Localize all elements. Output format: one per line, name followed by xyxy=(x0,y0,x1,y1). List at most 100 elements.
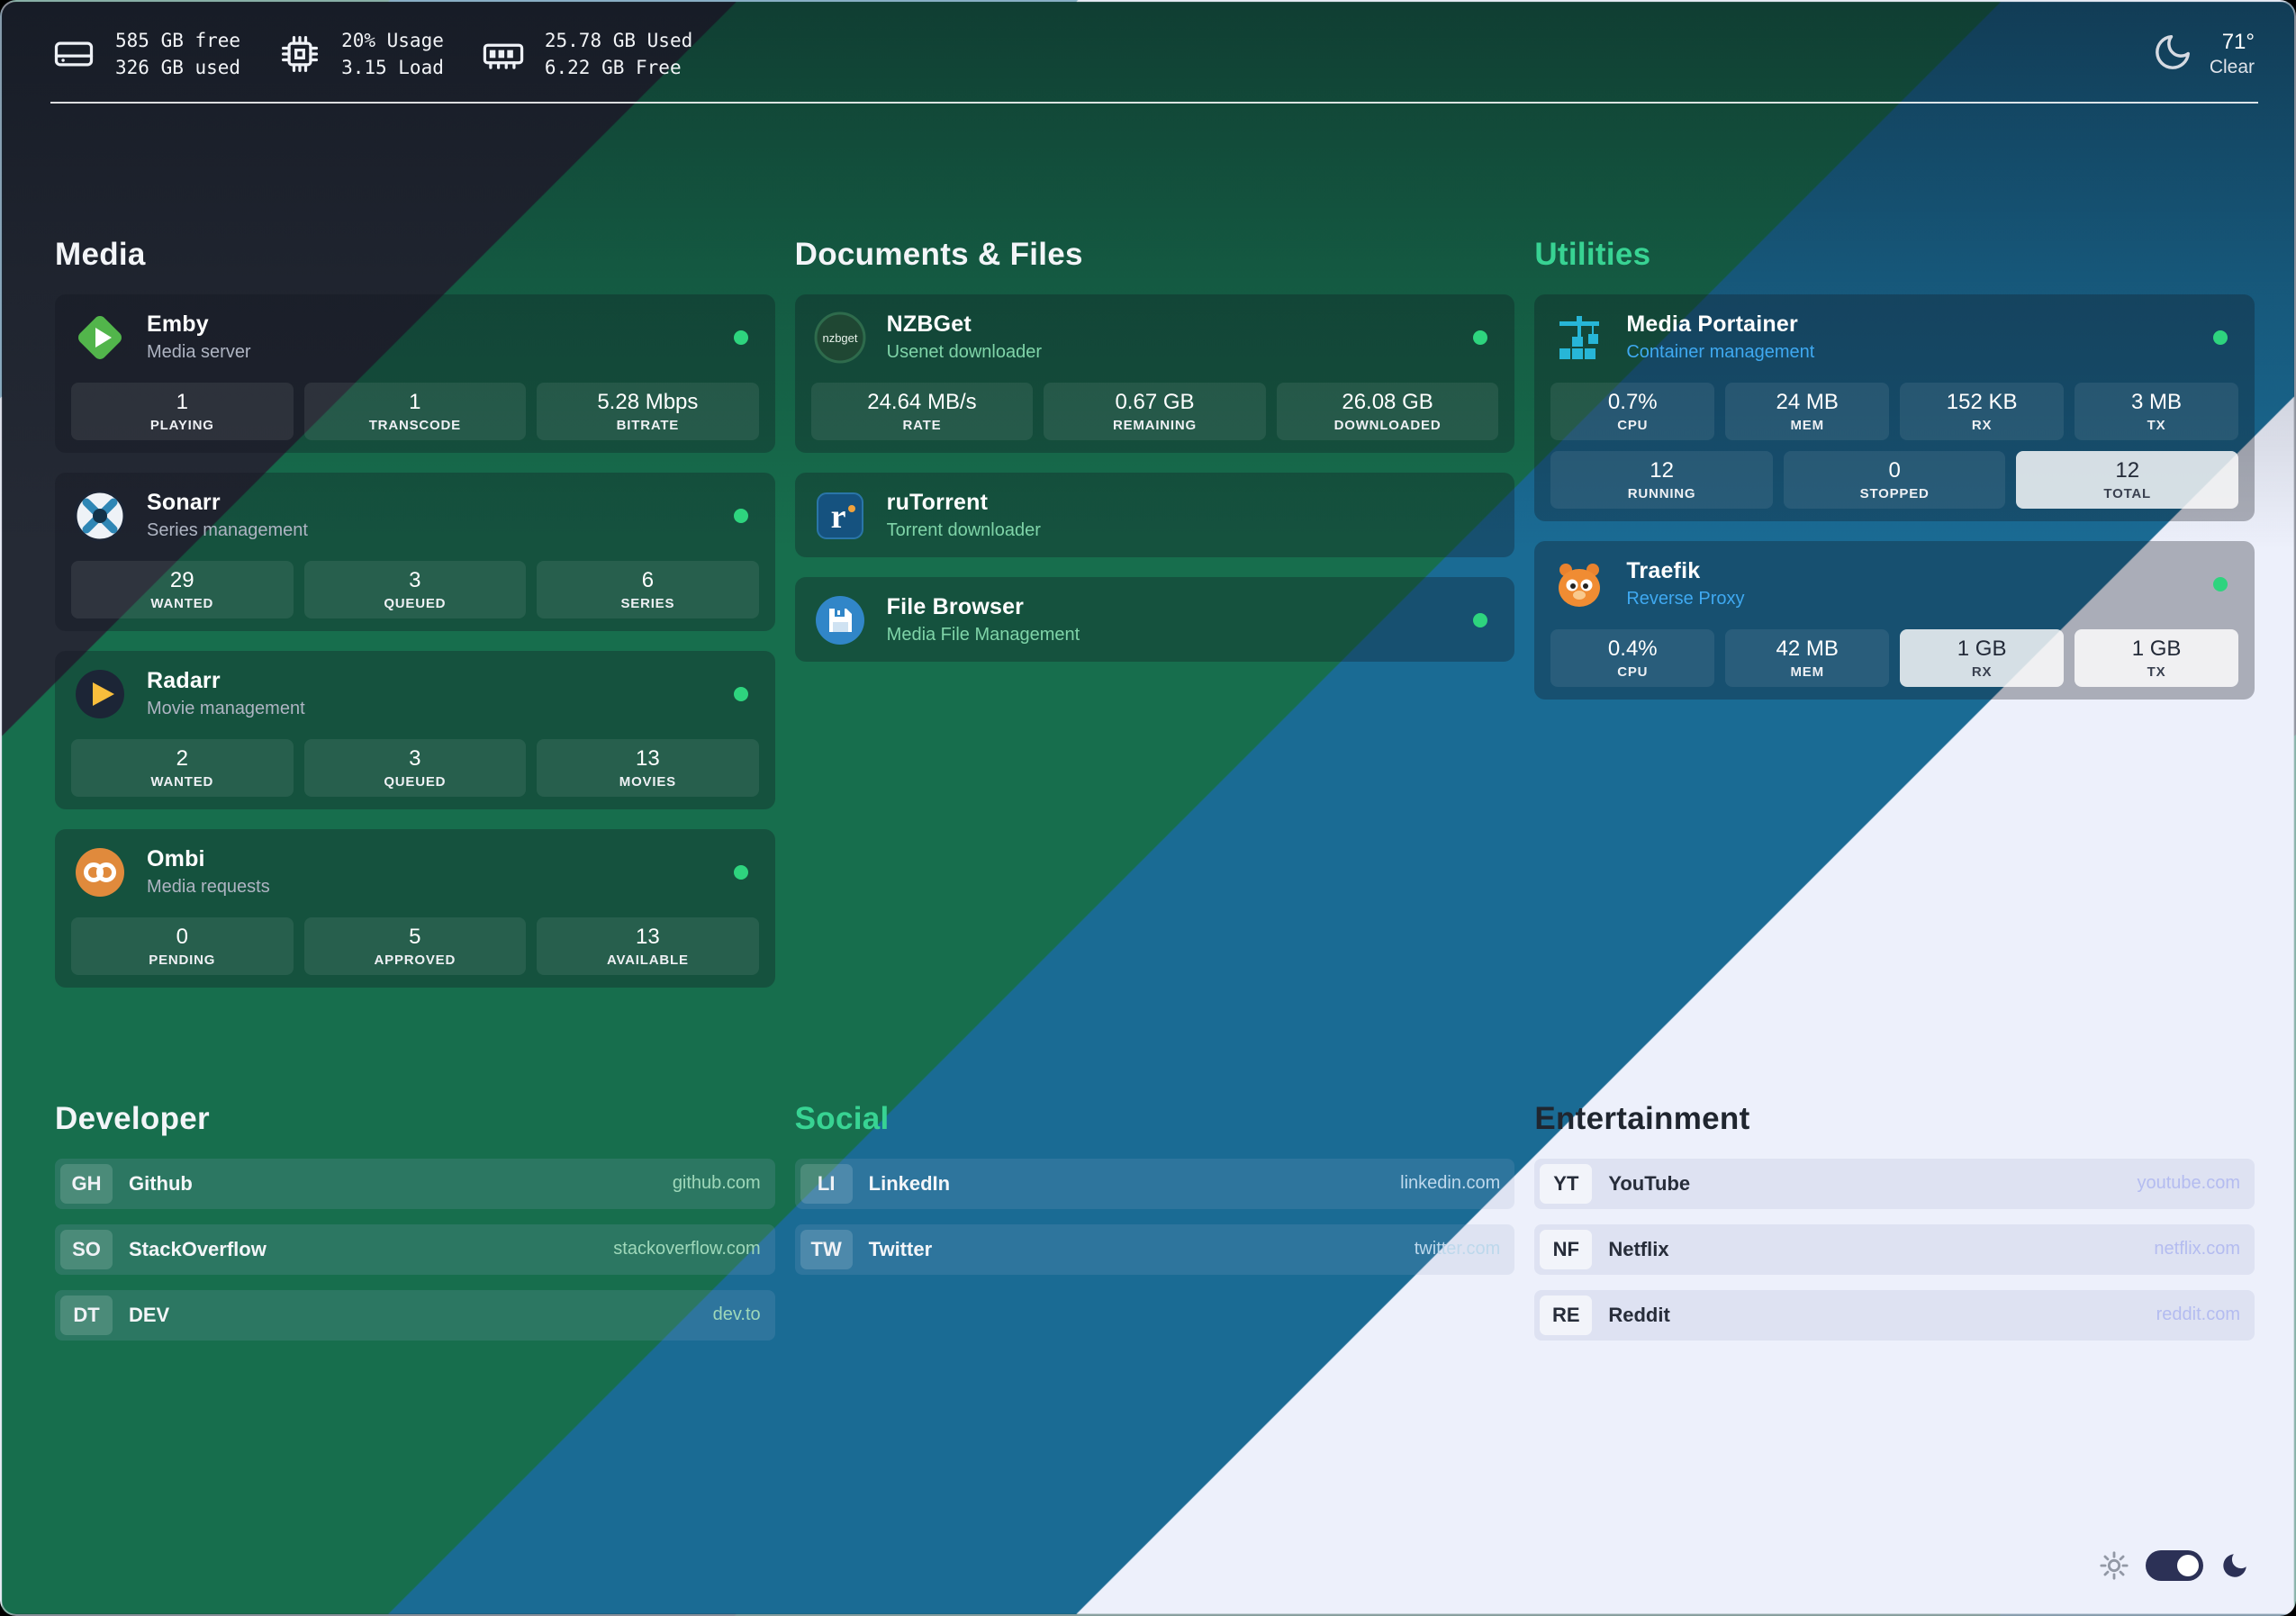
app-card-traefik[interactable]: Traefik Reverse Proxy 0.4% CPU 42 MB MEM 1… xyxy=(1534,540,2255,700)
system-stats: 585 GB free 326 GB used 20% Us xyxy=(50,27,692,82)
ram-icon xyxy=(480,31,527,77)
link-name: Netflix xyxy=(1608,1237,1669,1260)
stat-rate: 24.64 MB/s RATE xyxy=(810,382,1034,440)
app-card-ombi[interactable]: Ombi Media requests 0 PENDING 5 APPROVED 1… xyxy=(55,828,775,988)
stat-series: 6 SERIES xyxy=(537,560,759,618)
stat-mem: 42 MB MEM xyxy=(1725,628,1890,687)
link-name: DEV xyxy=(129,1303,170,1326)
stat-total: 12 TOTAL xyxy=(2016,450,2238,509)
sonarr-icon xyxy=(71,487,129,545)
ram-free: 6.22 GB Free xyxy=(544,57,682,79)
hdd-icon xyxy=(50,31,97,77)
stat-tx: 1 GB TX xyxy=(2075,628,2238,687)
section-utilities: Utilities Media Portainer Container mana… xyxy=(1534,237,2255,1101)
app-name: Emby xyxy=(147,311,209,338)
stat-queued: 3 QUEUED xyxy=(303,738,527,797)
link-badge: YT xyxy=(1540,1163,1593,1204)
status-online-dot xyxy=(2213,330,2228,345)
link-row-stackoverflow[interactable]: SO StackOverflow stackoverflow.com xyxy=(55,1223,775,1275)
section-title-utilities: Utilities xyxy=(1534,236,1651,272)
link-url: stackoverflow.com xyxy=(613,1239,761,1259)
status-online-dot xyxy=(1473,330,1488,345)
app-card-sonarr[interactable]: Sonarr Series management 29 WANTED 3 QUEUE… xyxy=(55,472,775,631)
stat-cpu: 0.4% CPU xyxy=(1550,628,1715,687)
app-card-radarr[interactable]: Radarr Movie management 2 WANTED 3 QUEUED … xyxy=(55,650,775,809)
section-title-documents: Documents & Files xyxy=(794,236,1083,272)
link-name: Reddit xyxy=(1608,1303,1670,1326)
ram-used: 25.78 GB Used xyxy=(544,30,693,51)
theme-toggle[interactable] xyxy=(2146,1550,2203,1581)
app-sections: Media Emby Media server 1 PLAYING 1 TRANSC… xyxy=(2,237,2294,1101)
stat-movies: 13 MOVIES xyxy=(537,738,759,797)
link-row-netflix[interactable]: NF Netflix netflix.com xyxy=(1534,1223,2255,1275)
app-name: ruTorrent xyxy=(886,490,989,516)
link-badge: TW xyxy=(800,1229,853,1269)
disk-free: 585 GB free xyxy=(115,30,241,51)
rutorrent-icon: r xyxy=(811,487,869,545)
weather-widget: 71° Clear xyxy=(2152,30,2255,78)
link-url: twitter.com xyxy=(1414,1239,1501,1259)
stat-wanted: 2 WANTED xyxy=(71,738,294,797)
link-name: LinkedIn xyxy=(868,1171,951,1195)
link-badge: RE xyxy=(1540,1295,1593,1335)
cpu-usage: 20% Usage xyxy=(341,30,444,51)
link-row-reddit[interactable]: RE Reddit reddit.com xyxy=(1534,1289,2255,1341)
status-online-dot xyxy=(2213,576,2228,591)
app-subtitle: Usenet downloader xyxy=(886,342,1042,363)
app-card-emby[interactable]: Emby Media server 1 PLAYING 1 TRANSCODE 5.… xyxy=(55,293,775,453)
section-developer: Developer GH Github github.com SO StackO… xyxy=(55,1101,775,1356)
stat-stopped: 0 STOPPED xyxy=(1783,450,2006,509)
link-row-twitter[interactable]: TW Twitter twitter.com xyxy=(794,1223,1515,1275)
link-name: Github xyxy=(129,1171,193,1195)
status-online-dot xyxy=(1473,612,1488,627)
system-status-bar: 585 GB free 326 GB used 20% Us xyxy=(2,2,2294,102)
app-card-nzbget[interactable]: nzbget NZBGet Usenet downloader 24.64 MB… xyxy=(794,293,1515,453)
link-url: reddit.com xyxy=(2156,1305,2240,1325)
cpu-stat: 20% Usage 3.15 Load xyxy=(276,27,444,82)
traefik-icon xyxy=(1550,555,1608,613)
portainer-icon xyxy=(1550,309,1608,366)
link-name: YouTube xyxy=(1608,1171,1691,1195)
status-online-dot xyxy=(733,864,748,880)
link-row-youtube[interactable]: YT YouTube youtube.com xyxy=(1534,1158,2255,1209)
stat-wanted: 29 WANTED xyxy=(71,560,294,618)
toggle-knob xyxy=(2177,1555,2199,1576)
disk-used: 326 GB used xyxy=(115,57,241,79)
app-card-portainer[interactable]: Media Portainer Container management 0.7… xyxy=(1534,293,2255,521)
app-name: File Browser xyxy=(886,594,1025,620)
section-title-developer: Developer xyxy=(55,1100,210,1136)
link-url: dev.to xyxy=(712,1305,761,1325)
stat-running: 12 RUNNING xyxy=(1550,450,1773,509)
link-row-linkedin[interactable]: LI LinkedIn linkedin.com xyxy=(794,1158,1515,1209)
bookmark-sections: Developer GH Github github.com SO StackO… xyxy=(2,1101,2294,1356)
emby-icon xyxy=(71,309,129,366)
app-subtitle: Series management xyxy=(147,520,308,541)
sun-icon[interactable] xyxy=(2099,1550,2129,1581)
link-badge: DT xyxy=(60,1295,113,1335)
svg-text:nzbget: nzbget xyxy=(822,331,857,345)
app-card-rutorrent[interactable]: r ruTorrent Torrent downloader xyxy=(794,472,1515,557)
theme-controls xyxy=(2099,1550,2250,1581)
app-subtitle: Media server xyxy=(147,342,251,363)
app-subtitle: Reverse Proxy xyxy=(1626,589,1745,609)
stat-remaining: 0.67 GB REMAINING xyxy=(1044,382,1266,440)
app-name: Sonarr xyxy=(147,490,221,516)
status-online-dot xyxy=(733,330,748,345)
ombi-icon xyxy=(71,844,129,901)
link-badge: GH xyxy=(60,1163,113,1204)
stat-pending: 0 PENDING xyxy=(71,916,294,975)
svg-text:r: r xyxy=(830,498,845,536)
app-name: Media Portainer xyxy=(1626,311,1798,338)
radarr-icon xyxy=(71,665,129,723)
app-name: NZBGet xyxy=(886,311,972,338)
stat-transcode: 1 TRANSCODE xyxy=(303,382,527,440)
moon-icon xyxy=(2152,32,2193,77)
link-row-dev[interactable]: DT DEV dev.to xyxy=(55,1289,775,1341)
status-online-dot xyxy=(733,508,748,523)
link-row-github[interactable]: GH Github github.com xyxy=(55,1158,775,1209)
app-card-filebrowser[interactable]: File Browser Media File Management xyxy=(794,576,1515,662)
link-badge: NF xyxy=(1540,1229,1593,1269)
dark-moon-icon[interactable] xyxy=(2219,1550,2250,1581)
app-subtitle: Media requests xyxy=(147,877,270,898)
